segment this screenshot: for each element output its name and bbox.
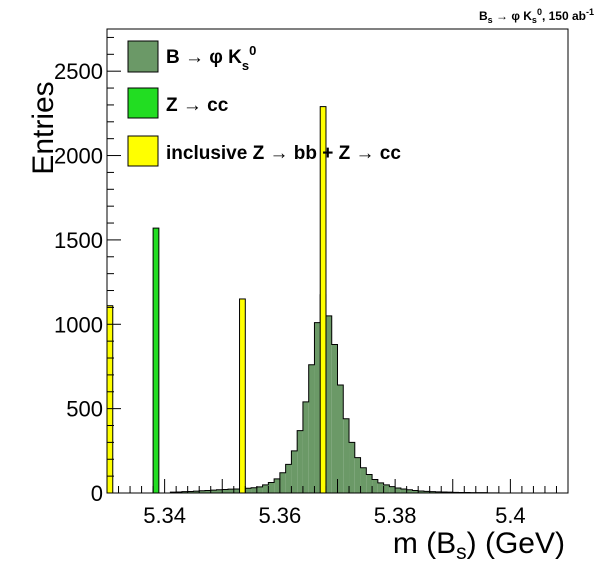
signal-bin-bar <box>349 442 355 493</box>
signal-bin-bar <box>435 491 442 493</box>
signal-bin-bar <box>325 315 332 493</box>
signal-bin-bar <box>331 344 338 493</box>
signal-bin-bar <box>279 472 286 493</box>
y-tick-label: 0 <box>91 481 103 506</box>
signal-bin-bar <box>181 491 188 493</box>
signal-bin-bar <box>204 490 211 493</box>
signal-bin-bar <box>245 488 252 493</box>
signal-bin-bar <box>308 364 315 493</box>
signal-bin-bar <box>366 474 373 493</box>
x-axis-ticks <box>106 479 569 493</box>
y-axis-title: Entries <box>27 81 60 174</box>
signal-bin-bar <box>297 430 303 493</box>
signal-bin-bar <box>262 484 269 493</box>
signal-bin-bar <box>228 489 234 493</box>
signal-bin-bar <box>210 490 217 493</box>
signal-bin-bar <box>395 487 401 493</box>
signal-bin-bar <box>383 484 390 493</box>
signal-bin-bar <box>176 491 182 493</box>
signal-bin-bar <box>268 482 275 493</box>
signal-bin-bar <box>400 488 407 493</box>
signal-bin-bar <box>274 478 280 493</box>
y-tick-labels: 0 500 1000 1500 2000 2500 <box>54 59 103 506</box>
signal-bin-bar <box>291 450 298 493</box>
legend-entry-inclusive: inclusive Z → bb + Z → cc <box>127 135 401 167</box>
signal-bin-bar <box>337 385 344 493</box>
legend-label-zcc: Z → cc <box>166 95 229 116</box>
x-tick-label: 5.4 <box>495 503 526 528</box>
chart-title: Bs → φ Ks0, 150 ab-1 <box>479 7 594 25</box>
signal-bin-bar <box>343 418 350 493</box>
signal-bin-bar <box>429 491 436 493</box>
y-tick-label: 2000 <box>54 144 103 169</box>
inclusive-bin-bar <box>239 298 246 494</box>
histogram-bars <box>170 294 499 493</box>
zcc-bin-bar <box>152 227 160 494</box>
x-tick-label: 5.38 <box>374 503 417 528</box>
y-tick-label: 1000 <box>54 312 103 337</box>
legend-label-signal: B → φ Ks0 <box>166 43 256 73</box>
legend-swatch-zcc <box>127 87 159 119</box>
legend-entry-signal: B → φ Ks0 <box>127 40 256 73</box>
signal-bin-bar <box>377 482 384 493</box>
signal-bin-bar <box>372 479 378 493</box>
signal-bin-bar <box>412 490 419 493</box>
y-tick-label: 1500 <box>54 228 103 253</box>
x-tick-labels: 5.34 5.36 5.38 5.4 <box>143 503 525 528</box>
signal-bin-bar <box>233 488 240 493</box>
signal-bin-bar <box>302 401 309 493</box>
signal-bin-bar <box>354 457 361 493</box>
x-tick-label: 5.36 <box>258 503 301 528</box>
inclusive-bin-bar <box>319 106 327 494</box>
signal-bin-bar <box>314 322 321 493</box>
signal-bin-bar <box>193 491 200 493</box>
x-tick-label: 5.34 <box>143 503 186 528</box>
y-tick-label: 2500 <box>54 59 103 84</box>
signal-bin-bar <box>285 464 292 493</box>
signal-bin-bar <box>360 467 367 493</box>
signal-bin-bar <box>423 491 430 493</box>
legend: B → φ Ks0 Z → cc inclusive Z → bb + Z → … <box>127 40 401 167</box>
legend-entry-zcc: Z → cc <box>127 87 229 119</box>
signal-bin-bar <box>216 489 223 493</box>
signal-bin-bar <box>406 489 413 493</box>
legend-label-inclusive: inclusive Z → bb + Z → cc <box>166 143 401 164</box>
signal-bin-bar <box>418 490 424 493</box>
signal-bin-bar <box>187 491 194 493</box>
y-axis-ticks <box>107 36 121 494</box>
inclusive-bin-bar <box>106 305 114 494</box>
x-axis-title: m (Bs) (GeV) <box>393 527 565 564</box>
signal-bin-bar <box>251 487 257 493</box>
signal-bin-bar <box>441 491 447 493</box>
signal-bin-bar <box>389 486 396 493</box>
signal-bin-bar <box>256 486 263 493</box>
legend-swatch-signal <box>127 40 159 73</box>
y-tick-label: 500 <box>66 397 103 422</box>
legend-swatch-inclusive <box>127 135 159 167</box>
signal-bin-bar <box>199 490 205 493</box>
signal-bin-bar <box>222 489 229 493</box>
